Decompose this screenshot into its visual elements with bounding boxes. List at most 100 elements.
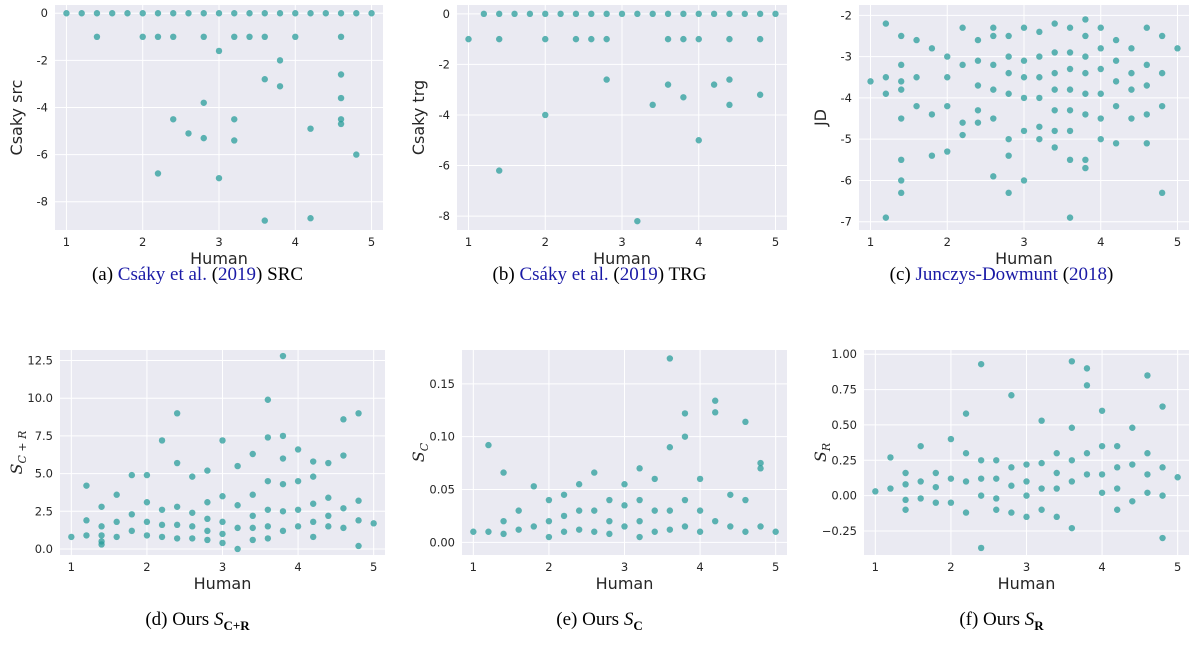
data-point (515, 507, 522, 514)
data-point (666, 526, 674, 533)
data-point (279, 527, 287, 535)
data-point (974, 57, 982, 64)
y-tick-label: 0.00 (429, 535, 455, 549)
data-point (1036, 28, 1043, 36)
caption-math: SR (1024, 609, 1044, 633)
data-point (741, 10, 748, 18)
citation-author-link[interactable]: Junczys-Dowmunt (915, 264, 1058, 285)
data-point (727, 491, 734, 498)
data-point (1098, 489, 1106, 496)
data-point (279, 455, 287, 462)
data-point (264, 434, 272, 441)
data-point (279, 508, 287, 515)
data-point (606, 517, 613, 525)
data-point (1174, 474, 1181, 481)
data-point (591, 528, 598, 535)
data-point (974, 82, 982, 89)
citation-author-link[interactable]: Csáky et al. (117, 264, 207, 285)
citation-year-link[interactable]: 2019 (218, 264, 257, 285)
data-point (1020, 24, 1028, 31)
data-point (1036, 53, 1043, 60)
data-point (249, 491, 256, 498)
data-point (1020, 94, 1028, 102)
data-point (337, 116, 345, 123)
data-point (1082, 69, 1089, 77)
data-point (898, 189, 905, 197)
data-point (898, 86, 905, 93)
data-point (993, 457, 1000, 464)
data-point (294, 477, 302, 485)
data-point (757, 459, 764, 467)
data-point (898, 156, 905, 164)
data-point (710, 10, 718, 18)
citation-year-link[interactable]: 2019 (619, 264, 658, 285)
data-point (189, 509, 196, 516)
data-point (500, 469, 507, 476)
data-point (977, 475, 985, 482)
data-point (757, 523, 764, 530)
data-point (204, 527, 211, 535)
data-point (292, 10, 299, 17)
data-point (340, 416, 347, 423)
citation-year-link[interactable]: 2018 (1069, 264, 1108, 285)
data-point (962, 450, 970, 457)
panel-caption: (c) Junczys-Dowmunt (2018) (804, 264, 1199, 286)
x-axis-label: Human (596, 574, 654, 593)
caption-prefix: (f) Ours (959, 609, 1025, 630)
data-point (368, 10, 375, 17)
data-point (1053, 450, 1060, 457)
data-point (606, 496, 613, 504)
data-point (200, 134, 207, 142)
data-point (726, 76, 733, 83)
data-point (355, 542, 362, 550)
data-point (727, 523, 734, 530)
data-point (681, 523, 689, 530)
caption-prefix: (e) Ours (556, 609, 624, 630)
data-point (154, 33, 162, 41)
data-point (309, 458, 317, 465)
data-point (173, 503, 181, 510)
panel-caption: (e) Ours SC (402, 609, 797, 634)
data-point (307, 125, 314, 132)
data-point (215, 174, 223, 182)
x-axis-label: Human (995, 249, 1053, 268)
data-point (1143, 111, 1150, 118)
y-tick-label: 0.15 (429, 377, 455, 391)
data-point (947, 435, 955, 443)
data-point (219, 493, 226, 500)
data-point (591, 507, 598, 514)
data-point (1082, 53, 1089, 60)
data-point (143, 518, 151, 526)
data-point (124, 10, 131, 17)
data-point (1066, 24, 1074, 31)
y-axis-label: SC (409, 442, 431, 462)
data-point (1128, 69, 1135, 77)
data-point (545, 517, 553, 525)
data-point (772, 528, 779, 535)
data-point (1023, 492, 1030, 499)
data-point (711, 397, 719, 404)
data-point (1036, 94, 1043, 102)
data-point (928, 111, 936, 118)
data-point (143, 499, 151, 506)
x-tick-label: 3 (215, 235, 222, 249)
data-point (1098, 471, 1106, 478)
data-point (340, 452, 347, 459)
data-point (1159, 464, 1166, 471)
data-point (742, 528, 749, 535)
data-point (154, 170, 162, 177)
data-point (603, 76, 610, 83)
citation-author-link[interactable]: Csáky et al. (519, 264, 609, 285)
data-point (711, 409, 719, 416)
y-axis-label: SR (811, 443, 833, 462)
data-point (882, 20, 890, 27)
data-point (603, 35, 610, 43)
data-point (1053, 469, 1060, 477)
data-point (575, 481, 583, 488)
data-point (279, 352, 287, 360)
data-point (1083, 365, 1091, 372)
data-point (128, 471, 136, 479)
data-point (1005, 69, 1012, 77)
data-point (959, 119, 966, 126)
y-tick-label: 0.10 (429, 430, 455, 444)
